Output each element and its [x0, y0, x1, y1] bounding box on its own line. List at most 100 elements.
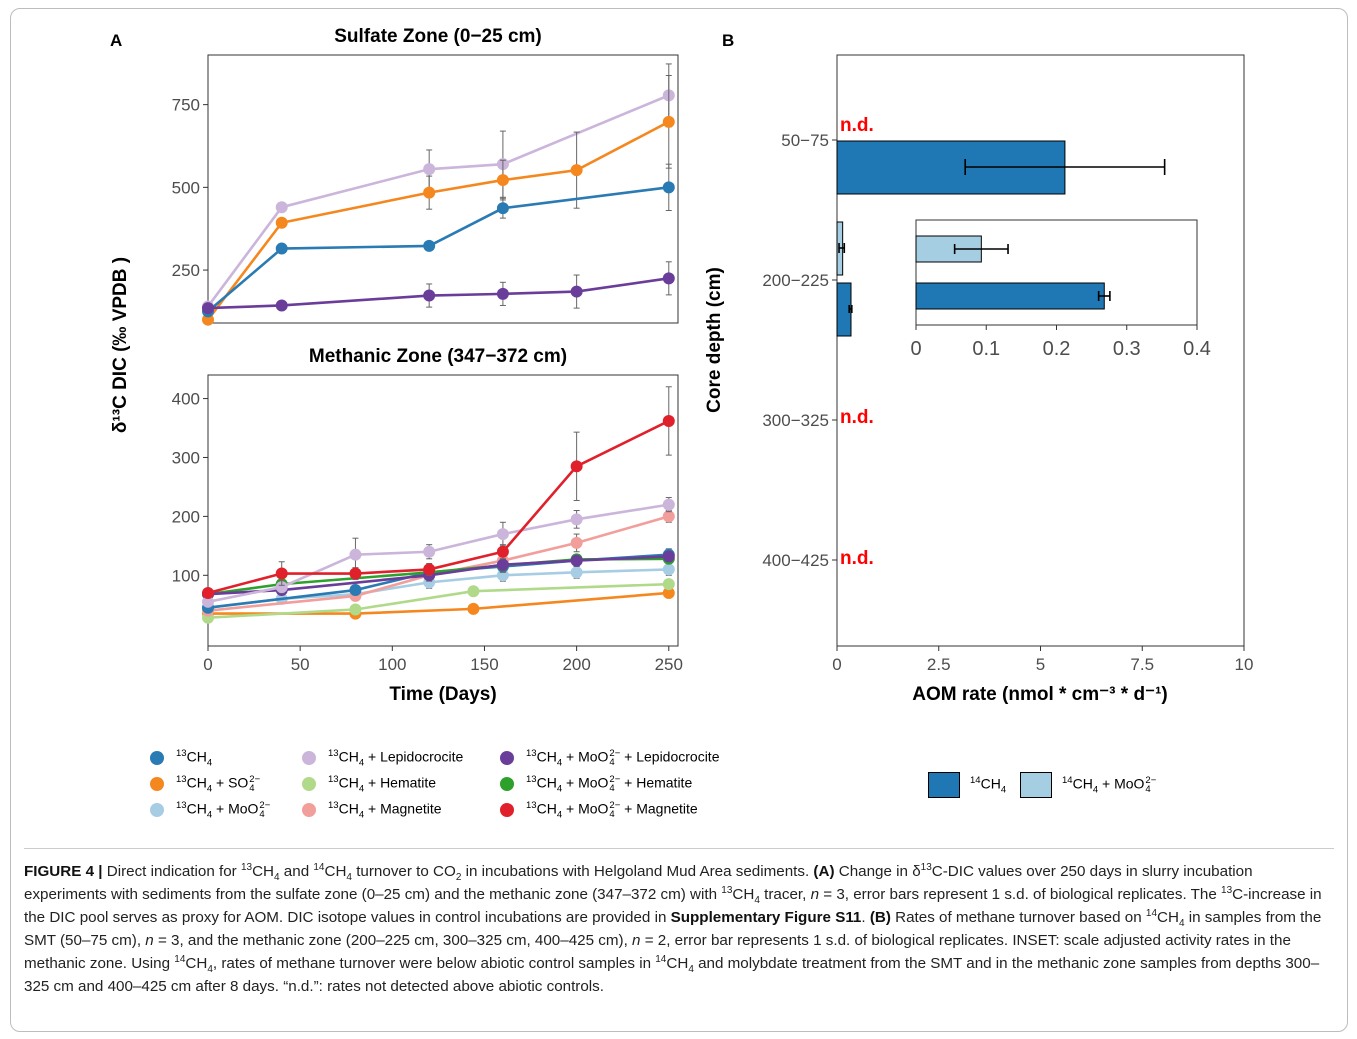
legend-label: 13CH4 + Lepidocrocite	[328, 748, 464, 769]
data-point	[467, 602, 480, 615]
x-tick-label: 150	[470, 655, 498, 674]
caption-text: Change in δ	[834, 863, 921, 880]
data-point	[467, 585, 480, 598]
nd-label: n.d.	[840, 115, 874, 136]
caption-text: CH	[732, 886, 755, 903]
legend-marker	[150, 777, 164, 792]
y-tick-label: 100	[172, 566, 200, 585]
legend-item-moo4_hema: 13CH4 + MoO 2− 4 + Hematite	[500, 774, 692, 794]
y-tick-label: 300−325	[762, 411, 829, 430]
panel-b-letter: B	[722, 31, 734, 50]
caption-sup: 13	[721, 884, 733, 896]
caption-sub: 4	[688, 964, 694, 976]
series-line	[207, 582, 669, 620]
caption-n: n	[632, 932, 641, 949]
data-point	[570, 460, 583, 473]
caption-sup: 14	[1145, 907, 1158, 919]
caption-sup: 13	[1221, 884, 1233, 896]
caption-sup: 14	[174, 953, 186, 965]
caption-text: , rates of methane turnover were below a…	[212, 955, 656, 972]
data-point	[202, 595, 214, 608]
inset-x-tick-label: 0	[910, 338, 921, 360]
data-point	[496, 528, 509, 541]
caption-n: n	[145, 932, 154, 949]
series-ch4	[202, 163, 675, 318]
data-point	[349, 603, 362, 616]
data-point	[275, 567, 288, 580]
caption-text: tracer,	[759, 886, 811, 903]
y-axis-label-b: Core depth (cm)	[704, 267, 725, 413]
caption-sub: 2	[455, 872, 462, 884]
data-point	[275, 201, 288, 214]
caption-text: CH	[252, 863, 275, 880]
legend-item-magne: 13CH4 + Magnetite	[302, 800, 442, 820]
plot-area	[207, 374, 679, 647]
data-point	[570, 554, 583, 567]
data-point	[349, 584, 362, 597]
figure-canvas: A Sulfate Zone (0−25 cm) Methanic Zone (…	[110, 26, 1253, 705]
x-tick-label: 7.5	[1130, 655, 1154, 674]
data-point	[496, 558, 509, 571]
data-point	[275, 299, 288, 312]
caption-a-label: (A)	[813, 863, 835, 880]
legend-marker	[302, 777, 316, 792]
data-point	[202, 302, 214, 315]
legend-item-so4: 13CH4 + SO 2− 4	[150, 774, 260, 794]
inset-x-tick-label: 0.4	[1183, 338, 1211, 360]
legend-label: 13CH4 + Hematite	[328, 774, 437, 795]
caption-text: Rates of methane turnover based on	[890, 909, 1146, 926]
series-lepido	[202, 497, 675, 608]
chart-sulfate-zone: 250 500 750	[172, 54, 679, 326]
legend-marker	[150, 751, 164, 766]
chart-a2-title: Methanic Zone (347−372 cm)	[309, 346, 567, 367]
inset-x-tick-label: 0.3	[1113, 338, 1141, 360]
legend-marker	[928, 772, 960, 798]
plot-area	[207, 54, 679, 324]
data-point	[662, 563, 675, 576]
caption-text: in incubations with Helgoland Mud Area s…	[461, 863, 814, 880]
data-point	[662, 414, 675, 427]
caption-text: C-increase in the DIC pool serves as pro…	[24, 886, 1322, 926]
caption-text: = 3, error bars represent 1 s.d. of biol…	[819, 886, 1222, 903]
caption-divider	[24, 848, 1334, 849]
panel-a-letter: A	[110, 31, 122, 50]
y-tick-label: 250	[172, 261, 200, 280]
x-tick-label: 0	[203, 655, 212, 674]
x-tick-label: 50	[291, 655, 310, 674]
caption-text: turnover to CO	[351, 863, 456, 880]
nd-label: n.d.	[840, 548, 874, 569]
legend-label: 14CH4 + MoO 2− 4	[1062, 774, 1157, 796]
data-point	[570, 285, 583, 298]
data-point	[662, 550, 675, 563]
caption-sub: 4	[1178, 918, 1185, 930]
legend-marker	[302, 751, 316, 766]
caption-text: CH	[185, 955, 208, 972]
data-point	[662, 181, 675, 194]
legend-marker	[500, 803, 514, 818]
series-so4	[202, 75, 675, 326]
chart-aom-rate: 50−75 200−225 300−325 400−425 0 2.5 5 7.5 10 n.d.…	[762, 54, 1253, 674]
caption-text: in samples from the SMT (50–75 cm),	[24, 909, 1322, 949]
data-point	[423, 163, 436, 176]
x-tick-label: 2.5	[927, 655, 951, 674]
data-point	[423, 239, 436, 252]
legend-item-bar_dark: 14CH4	[928, 772, 1006, 798]
data-point	[662, 272, 675, 285]
legend-label: 14CH4	[970, 774, 1007, 796]
x-tick-label: 100	[378, 655, 406, 674]
caption-supp-ref[interactable]: Supplementary Figure S11	[670, 909, 862, 926]
data-point	[275, 581, 288, 594]
caption-fig-label: FIGURE 4 |	[24, 863, 103, 880]
legend-marker	[500, 751, 514, 766]
data-point	[202, 586, 214, 599]
data-point	[349, 548, 362, 561]
caption-text: CH	[666, 955, 689, 972]
chart-a1-title: Sulfate Zone (0−25 cm)	[334, 26, 541, 47]
legend-label: 13CH4 + Magnetite	[328, 800, 442, 821]
nd-label: n.d.	[840, 407, 874, 428]
caption-text: C-DIC values over 250 days in slurry inc…	[24, 863, 1253, 903]
legend-label: 13CH4 + MoO 2− 4 + Lepidocrocite	[526, 747, 720, 769]
legend-item-ch4: 13CH4	[150, 748, 212, 768]
figure-frame	[10, 8, 1348, 1032]
data-point	[202, 313, 214, 326]
